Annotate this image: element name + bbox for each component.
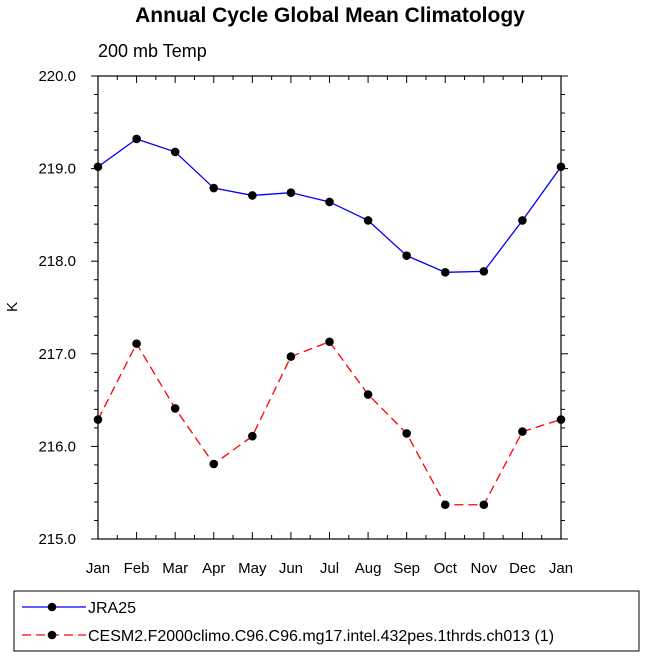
x-tick-label: Jun — [279, 560, 303, 577]
x-tick-label: Apr — [202, 560, 225, 577]
chart-title: Annual Cycle Global Mean Climatology — [135, 4, 525, 27]
data-point — [363, 216, 373, 225]
x-tick-labels: Jan Feb Mar Apr May Jun Jul Aug Sep Oct Nov Dec Jan — [86, 560, 573, 577]
x-tick-label: Jan — [86, 560, 110, 577]
x-tick-label: Nov — [470, 560, 497, 577]
plot-frame — [97, 75, 562, 540]
data-point — [248, 191, 257, 200]
data-point — [556, 415, 566, 424]
data-point — [248, 431, 257, 441]
legend-label: CESM2.F2000climo.C96.C96.mg17.intel.432p… — [88, 628, 554, 645]
legend: JRA25 CESM2.F2000climo.C96.C96.mg17.intel… — [22, 600, 554, 645]
data-point — [363, 390, 373, 399]
y-tick-label: 218.0 — [38, 253, 76, 270]
data-point — [440, 268, 450, 277]
y-tick-label: 215.0 — [38, 531, 76, 548]
data-point — [518, 427, 527, 436]
data-point — [209, 459, 219, 469]
legend-marker — [47, 602, 57, 612]
series-0 — [93, 134, 566, 277]
data-point — [170, 147, 180, 157]
data-point — [440, 500, 450, 510]
data-point — [518, 216, 527, 225]
x-tick-label: Oct — [434, 560, 458, 577]
chart-subtitle: 200 mb Temp — [98, 41, 207, 61]
data-point — [479, 267, 489, 276]
data-point — [132, 134, 141, 144]
legend-box — [13, 590, 640, 652]
x-tick-label: Dec — [509, 560, 536, 577]
data-point — [479, 500, 489, 510]
data-point — [209, 183, 219, 193]
y-tick-label: 217.0 — [38, 346, 76, 363]
x-tick-label: May — [238, 560, 267, 577]
data-point — [93, 162, 103, 172]
x-tick-label: Jul — [320, 560, 339, 577]
data-point — [132, 339, 141, 348]
x-tick-label: Aug — [355, 560, 382, 577]
x-tick-label: Mar — [162, 560, 188, 577]
data-point — [325, 197, 334, 207]
y-tick-label: 220.0 — [38, 68, 76, 85]
legend-label: JRA25 — [88, 600, 136, 617]
legend-marker — [47, 630, 57, 640]
data-series — [93, 134, 566, 510]
series-1 — [93, 337, 566, 510]
data-point — [93, 415, 103, 424]
data-point — [286, 352, 296, 361]
y-tick-label: 219.0 — [38, 161, 76, 178]
y-axis-label: K — [4, 302, 21, 312]
tick-marks — [91, 75, 568, 540]
x-tick-label: Feb — [124, 560, 150, 577]
y-tick-label: 216.0 — [38, 438, 76, 455]
data-point — [556, 162, 566, 172]
y-tick-labels: 215.0 216.0 217.0 218.0 219.0 220.0 — [38, 68, 76, 548]
series-line — [97, 340, 562, 506]
data-point — [286, 188, 296, 197]
x-tick-label: Jan — [549, 560, 573, 577]
data-point — [402, 251, 411, 260]
x-tick-label: Sep — [393, 560, 420, 577]
data-point — [170, 404, 180, 413]
data-point — [402, 429, 411, 438]
data-point — [325, 337, 334, 347]
